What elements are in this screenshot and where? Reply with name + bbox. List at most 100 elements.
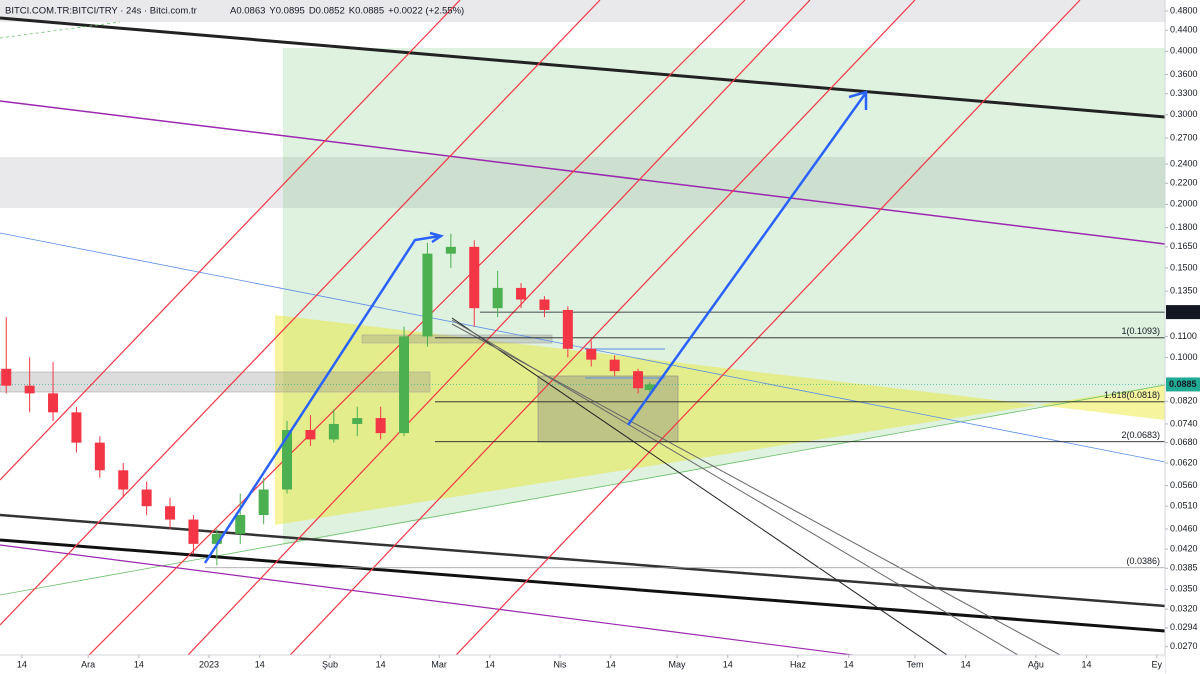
level-label: 1.618(0.0818) (1104, 390, 1160, 400)
y-tick-label: 0.2000 (1170, 199, 1198, 209)
candle-body (492, 287, 503, 309)
candle-body (609, 359, 620, 372)
y-tick-label: 0.0620 (1170, 457, 1198, 467)
box (361, 334, 553, 344)
candle-body (258, 489, 269, 516)
y-tick-label: 0.1000 (1170, 352, 1198, 362)
pitchfork (0, 0, 1081, 674)
y-tick-label: 0.2200 (1170, 178, 1198, 188)
price-box (1166, 305, 1200, 320)
candle-body (375, 418, 386, 434)
price-axis (1165, 0, 1200, 674)
y-tick-label: 0.4800 (1170, 5, 1198, 15)
x-tick-label: Haz (790, 659, 807, 669)
candle-body (644, 384, 655, 391)
trend-line (0, 16, 1166, 119)
ohlc-value: A0.0863 (230, 6, 265, 17)
x-tick-label: Ağu (1028, 659, 1044, 669)
time-axis (0, 655, 1165, 674)
candle-body (586, 348, 597, 360)
ohlc-legend: A0.0863 Y0.0895 D0.0852 K0.0885 +0.0022 (+2.… (230, 6, 464, 17)
x-tick-label: Mar (431, 659, 447, 669)
y-tick-label: 0.3300 (1170, 88, 1198, 98)
candle-body (235, 515, 246, 534)
candle-body (352, 418, 363, 424)
x-tick-label: 14 (961, 659, 971, 669)
candle-body (422, 253, 433, 337)
candle-body (1, 368, 12, 386)
candle-body (24, 385, 35, 394)
x-tick-label: 14 (1082, 659, 1092, 669)
candle-body (165, 506, 176, 520)
candle-body (445, 246, 456, 254)
price-box-label: 0.0885 (1169, 379, 1197, 389)
y-tick-label: 0.0385 (1170, 563, 1198, 573)
y-tick-label: 0.2400 (1170, 158, 1198, 168)
x-tick-label: Nis (554, 659, 567, 669)
candle-body (469, 246, 480, 309)
arrows (203, 90, 868, 564)
y-tick-label: 0.0350 (1170, 584, 1198, 594)
level-label: (0.0386) (1126, 556, 1160, 566)
range-band (0, 0, 1165, 22)
triangle-edge (0, 384, 1166, 596)
candle-body (305, 430, 316, 440)
x-tick-label: 14 (844, 659, 854, 669)
arrow (626, 93, 867, 426)
x-tick-label: 14 (134, 659, 144, 669)
y-tick-label: 0.3000 (1170, 109, 1198, 119)
y-tick-label: 0.1800 (1170, 222, 1198, 232)
arrow (203, 234, 441, 564)
x-tick-label: 14 (606, 659, 616, 669)
candle-body (118, 470, 129, 490)
ohlc-value: +0.0022 (+2.55%) (388, 6, 464, 17)
level-label: 2(0.0683) (1121, 430, 1160, 440)
candle-body (562, 309, 573, 349)
x-tick-label: 14 (17, 659, 27, 669)
ohlc-value: K0.0885 (349, 6, 384, 17)
yellow-triangle (275, 315, 1165, 525)
ohlc-value: D0.0852 (309, 6, 345, 17)
y-tick-label: 0.2700 (1170, 132, 1198, 142)
candle-body (141, 489, 152, 507)
candle-body (539, 299, 550, 310)
trend-line (0, 100, 1166, 245)
x-tick-label: Ey (1152, 659, 1163, 669)
y-tick-label: 0.1650 (1170, 241, 1198, 251)
y-tick-label: 0.1100 (1170, 331, 1197, 341)
x-tick-label: 14 (485, 659, 495, 669)
arrow-head (848, 90, 868, 110)
x-tick-label: 14 (723, 659, 733, 669)
candle-body (516, 287, 527, 300)
y-tick-label: 0.0740 (1170, 418, 1198, 428)
trend-line (0, 232, 1166, 463)
trend-line (0, 513, 1166, 608)
y-tick-label: 0.0420 (1170, 543, 1198, 553)
candle-body (211, 533, 222, 544)
y-tick-label: 0.0270 (1170, 641, 1198, 651)
plot: 1(0.1093) 1.618(0.0818) 2(0.0683) (0.0386) (0, 233, 1165, 569)
range-band (0, 157, 1165, 208)
y-tick-label: 0.0820 (1170, 396, 1198, 406)
y-tick-label: 0.1350 (1170, 286, 1198, 296)
y-tick-label: 0.4000 (1170, 46, 1198, 56)
x-tick-label: Ara (81, 659, 95, 669)
x-tick-label: 14 (376, 659, 386, 669)
x-tick-label: May (669, 659, 687, 669)
candle-body (188, 519, 199, 544)
green-zone (283, 48, 1165, 545)
box (0, 371, 431, 393)
y-tick-label: 0.0294 (1170, 622, 1198, 632)
candle-body (48, 393, 59, 413)
x-tick-label: 14 (255, 659, 265, 669)
axes: 0.4800 0.4400 0.4000 0.3600 0.3300 0.3000 0.27… (17, 5, 1200, 669)
trend-line (0, 21, 121, 39)
x-tick-label: Tem (906, 659, 923, 669)
candle-body (282, 430, 293, 490)
symbol-title: BITCI.COM.TR:BITCI/TRY · 24s · Bitci.com… (5, 6, 197, 17)
drawings (0, 0, 1166, 674)
y-tick-label: 0.1500 (1170, 262, 1198, 272)
price-box-label: 0.1228 (1169, 306, 1197, 316)
candle-body (71, 412, 82, 443)
